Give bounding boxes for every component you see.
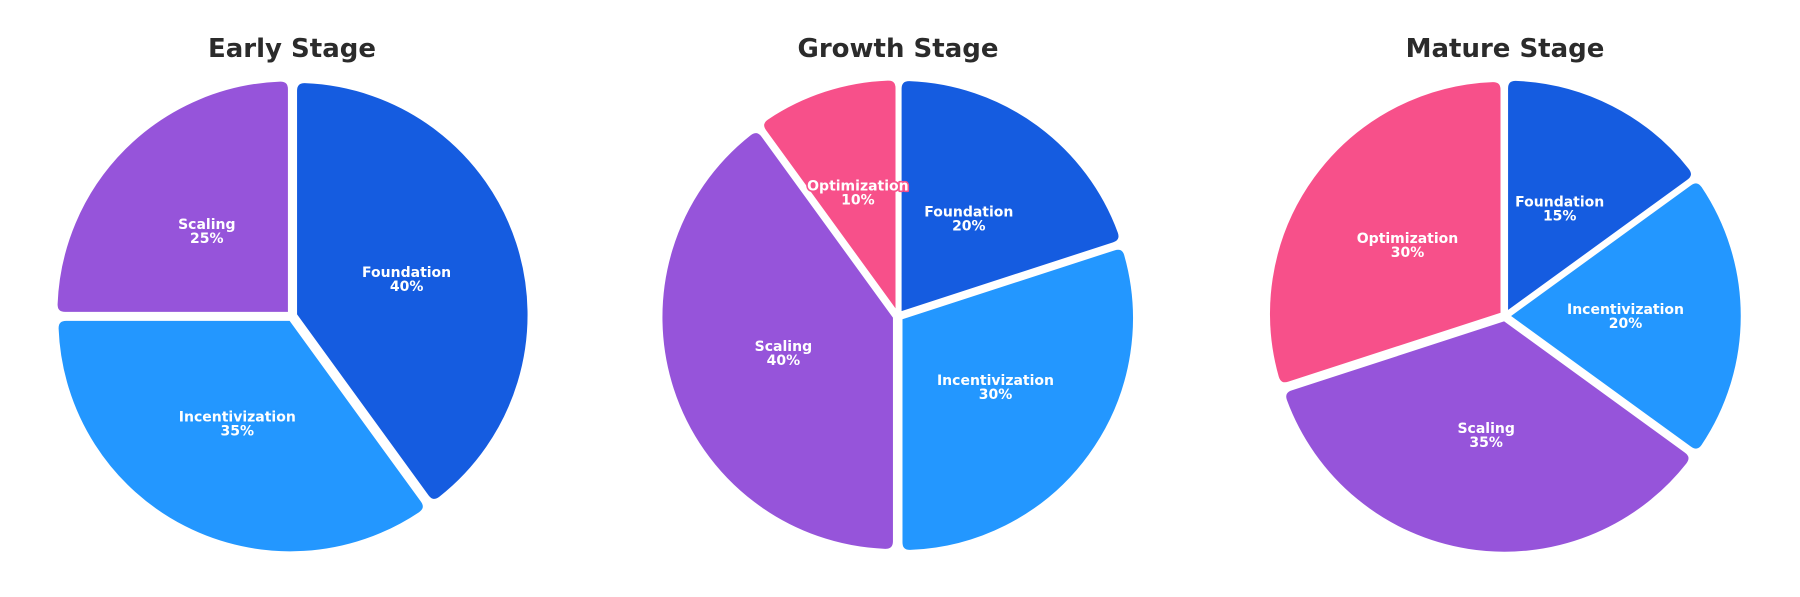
pie-chart-mature-stage: Mature Stage Foundation 15% Incentivization…: [1267, 34, 1744, 555]
pie-slice-scaling: [659, 130, 896, 552]
slice-label-name: Incentivization: [179, 409, 296, 425]
pie-slice-foundation: [294, 80, 531, 502]
slice-label-value: 40%: [767, 353, 801, 369]
slice-label-name: Incentivization: [937, 373, 1054, 389]
chart-title: Growth Stage: [798, 34, 999, 64]
pie-chart-early-stage: Early Stage Foundation 40% Incentivization 3…: [55, 34, 531, 554]
slice-label-value: 40%: [390, 279, 424, 295]
slice-label-foundation: Foundation 40%: [362, 265, 451, 295]
slice-label-incentivization: Incentivization 30%: [937, 373, 1054, 403]
slice-label-value: 25%: [190, 231, 224, 247]
slice-label-foundation: Foundation 20%: [924, 205, 1013, 235]
slice-label-value: 35%: [221, 423, 255, 439]
slice-label-name: Scaling: [1457, 421, 1514, 437]
pie-slice-foundation: [1505, 78, 1694, 314]
slice-label-value: 30%: [979, 387, 1013, 403]
slice-label-incentivization: Incentivization 35%: [179, 409, 296, 439]
slice-label-value: 20%: [1609, 316, 1643, 332]
pie-slice-foundation: [899, 78, 1121, 315]
slice-label-value: 10%: [841, 193, 875, 209]
chart-title: Mature Stage: [1406, 34, 1605, 64]
slice-label-value: 30%: [1391, 245, 1425, 261]
slice-label-scaling: Scaling 25%: [178, 217, 235, 247]
slice-label-scaling: Scaling 40%: [755, 339, 812, 369]
slice-label-name: Foundation: [1515, 195, 1604, 211]
slice-label-name: Foundation: [924, 205, 1013, 221]
slice-label-foundation: Foundation 15%: [1515, 195, 1604, 225]
slice-label-value: 15%: [1543, 209, 1577, 225]
slice-label-name: Foundation: [362, 265, 451, 281]
pie-slice-incentivization: [899, 247, 1136, 553]
slice-label-name: Optimization: [807, 179, 908, 195]
slice-label-name: Scaling: [178, 217, 235, 233]
pie-slice-scaling: [1283, 318, 1691, 555]
slice-label-incentivization: Incentivization 20%: [1567, 302, 1684, 332]
slice-label-name: Scaling: [755, 339, 812, 355]
slice-label-optimization: Optimization 30%: [1357, 231, 1458, 261]
slice-label-value: 20%: [952, 219, 986, 235]
pie-slice-optimization: [1267, 79, 1504, 385]
slice-label-scaling: Scaling 35%: [1457, 421, 1514, 451]
chart-title: Early Stage: [208, 34, 376, 64]
slice-label-name: Optimization: [1357, 231, 1458, 247]
slice-label-name: Incentivization: [1567, 302, 1684, 318]
pie-slice-scaling: [55, 79, 291, 315]
pie-slice-incentivization: [1507, 180, 1744, 452]
pie-chart-growth-stage: Growth Stage Foundation 20% Incentivization…: [659, 34, 1136, 553]
pie-slice-incentivization: [56, 318, 426, 554]
slice-label-optimization: Optimization 10%: [807, 179, 908, 209]
slice-label-value: 35%: [1469, 435, 1503, 451]
pie-slice-optimization: [761, 78, 899, 314]
